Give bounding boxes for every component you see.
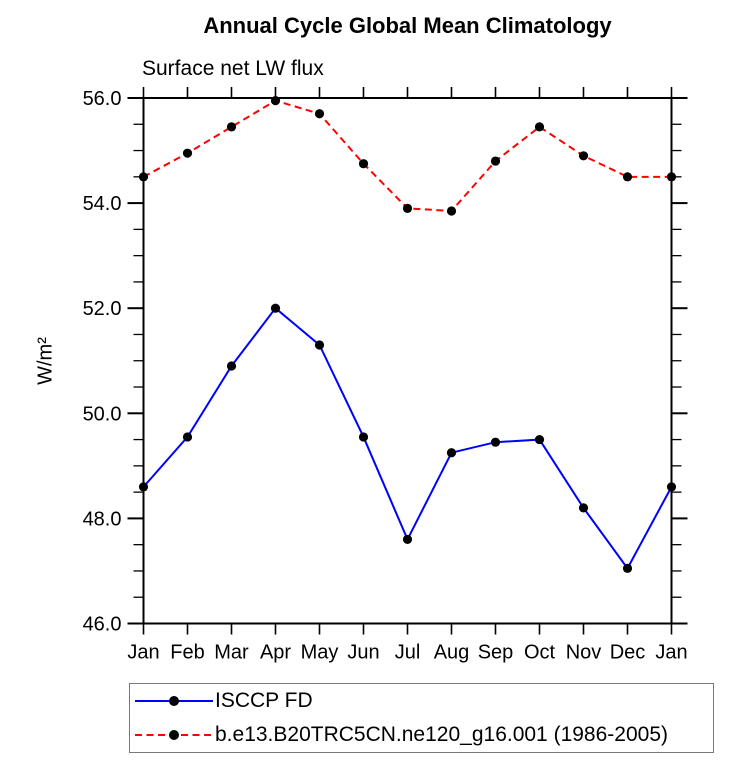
x-tick-label: Nov: [566, 642, 602, 664]
legend-marker-icon: [169, 730, 179, 740]
chart-subtitle: Surface net LW flux: [142, 57, 324, 80]
legend: ISCCP FD b.e13.B20TRC5CN.ne120_g16.001 (1…: [129, 683, 714, 753]
data-point-marker: [490, 437, 501, 447]
legend-line-sample: [135, 696, 213, 706]
y-tick-label: 48.0: [83, 508, 122, 530]
x-tick-label: Jul: [395, 642, 421, 664]
data-point-marker: [182, 432, 193, 442]
data-point-marker: [226, 122, 237, 132]
data-point-marker: [666, 172, 677, 182]
data-point-marker: [534, 122, 545, 132]
data-point-marker: [138, 482, 149, 492]
x-tick-label: Oct: [524, 642, 556, 664]
x-tick-label: Mar: [214, 642, 249, 664]
data-point-marker: [138, 172, 149, 182]
x-tick-label: May: [301, 642, 339, 664]
data-point-marker: [270, 96, 281, 106]
data-point-marker: [402, 534, 413, 545]
data-point-marker: [358, 159, 369, 169]
axis-frame: [142, 97, 673, 625]
data-point-marker: [490, 156, 501, 166]
y-tick-label: 50.0: [83, 403, 122, 425]
x-tick-label: Feb: [170, 642, 204, 664]
legend-line-sample: [135, 730, 213, 740]
series-line-1: [143, 99, 672, 213]
data-point-marker: [270, 303, 281, 313]
legend-item: ISCCP FD: [135, 684, 713, 718]
x-tick-label: Jan: [655, 642, 687, 664]
y-tick-label: 56.0: [83, 88, 122, 110]
x-tick-label: Sep: [478, 642, 514, 664]
data-point-marker: [446, 448, 457, 458]
y-tick-label: 54.0: [83, 193, 122, 215]
chart-title: Annual Cycle Global Mean Climatology: [203, 13, 612, 38]
data-point-marker: [402, 203, 413, 213]
legend-item: b.e13.B20TRC5CN.ne120_g16.001 (1986-2005…: [135, 718, 713, 752]
x-tick-label: Jun: [347, 642, 379, 664]
data-point-marker: [182, 148, 193, 158]
x-tick-label: Aug: [434, 642, 470, 664]
data-point-marker: [314, 340, 325, 350]
legend-marker-icon: [169, 696, 179, 706]
data-point-marker: [666, 482, 677, 492]
x-tick-label: Dec: [610, 642, 646, 664]
data-point-marker: [578, 503, 589, 513]
y-tick-label: 52.0: [83, 298, 122, 320]
series-line-0: [142, 306, 673, 571]
data-point-marker: [534, 434, 545, 445]
data-point-marker: [358, 432, 369, 442]
data-point-marker: [226, 361, 237, 371]
data-point-marker: [622, 172, 633, 182]
x-tick-label: Jan: [127, 642, 159, 664]
data-point-marker: [446, 206, 457, 216]
legend-label: ISCCP FD: [215, 689, 313, 712]
x-tick-label: Apr: [260, 642, 291, 664]
legend-label: b.e13.B20TRC5CN.ne120_g16.001 (1986-2005…: [215, 723, 668, 746]
data-point-marker: [314, 109, 325, 119]
data-point-marker: [578, 151, 589, 161]
data-point-marker: [622, 563, 633, 573]
y-tick-label: 46.0: [83, 614, 122, 636]
